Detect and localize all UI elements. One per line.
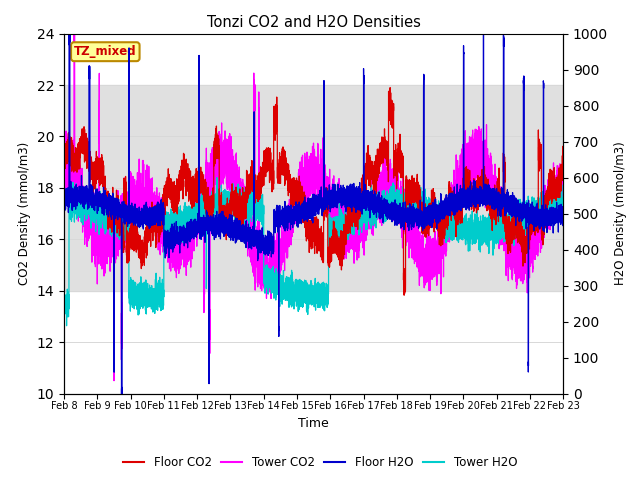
X-axis label: Time: Time [298,417,329,430]
Bar [64,85,563,291]
Title: Tonzi CO2 and H2O Densities: Tonzi CO2 and H2O Densities [207,15,420,30]
Legend: Floor CO2, Tower CO2, Floor H2O, Tower H2O: Floor CO2, Tower CO2, Floor H2O, Tower H… [118,452,522,474]
Text: TZ_mixed: TZ_mixed [74,45,136,58]
Y-axis label: H2O Density (mmol/m3): H2O Density (mmol/m3) [614,142,627,286]
Y-axis label: CO2 Density (mmol/m3): CO2 Density (mmol/m3) [18,142,31,285]
